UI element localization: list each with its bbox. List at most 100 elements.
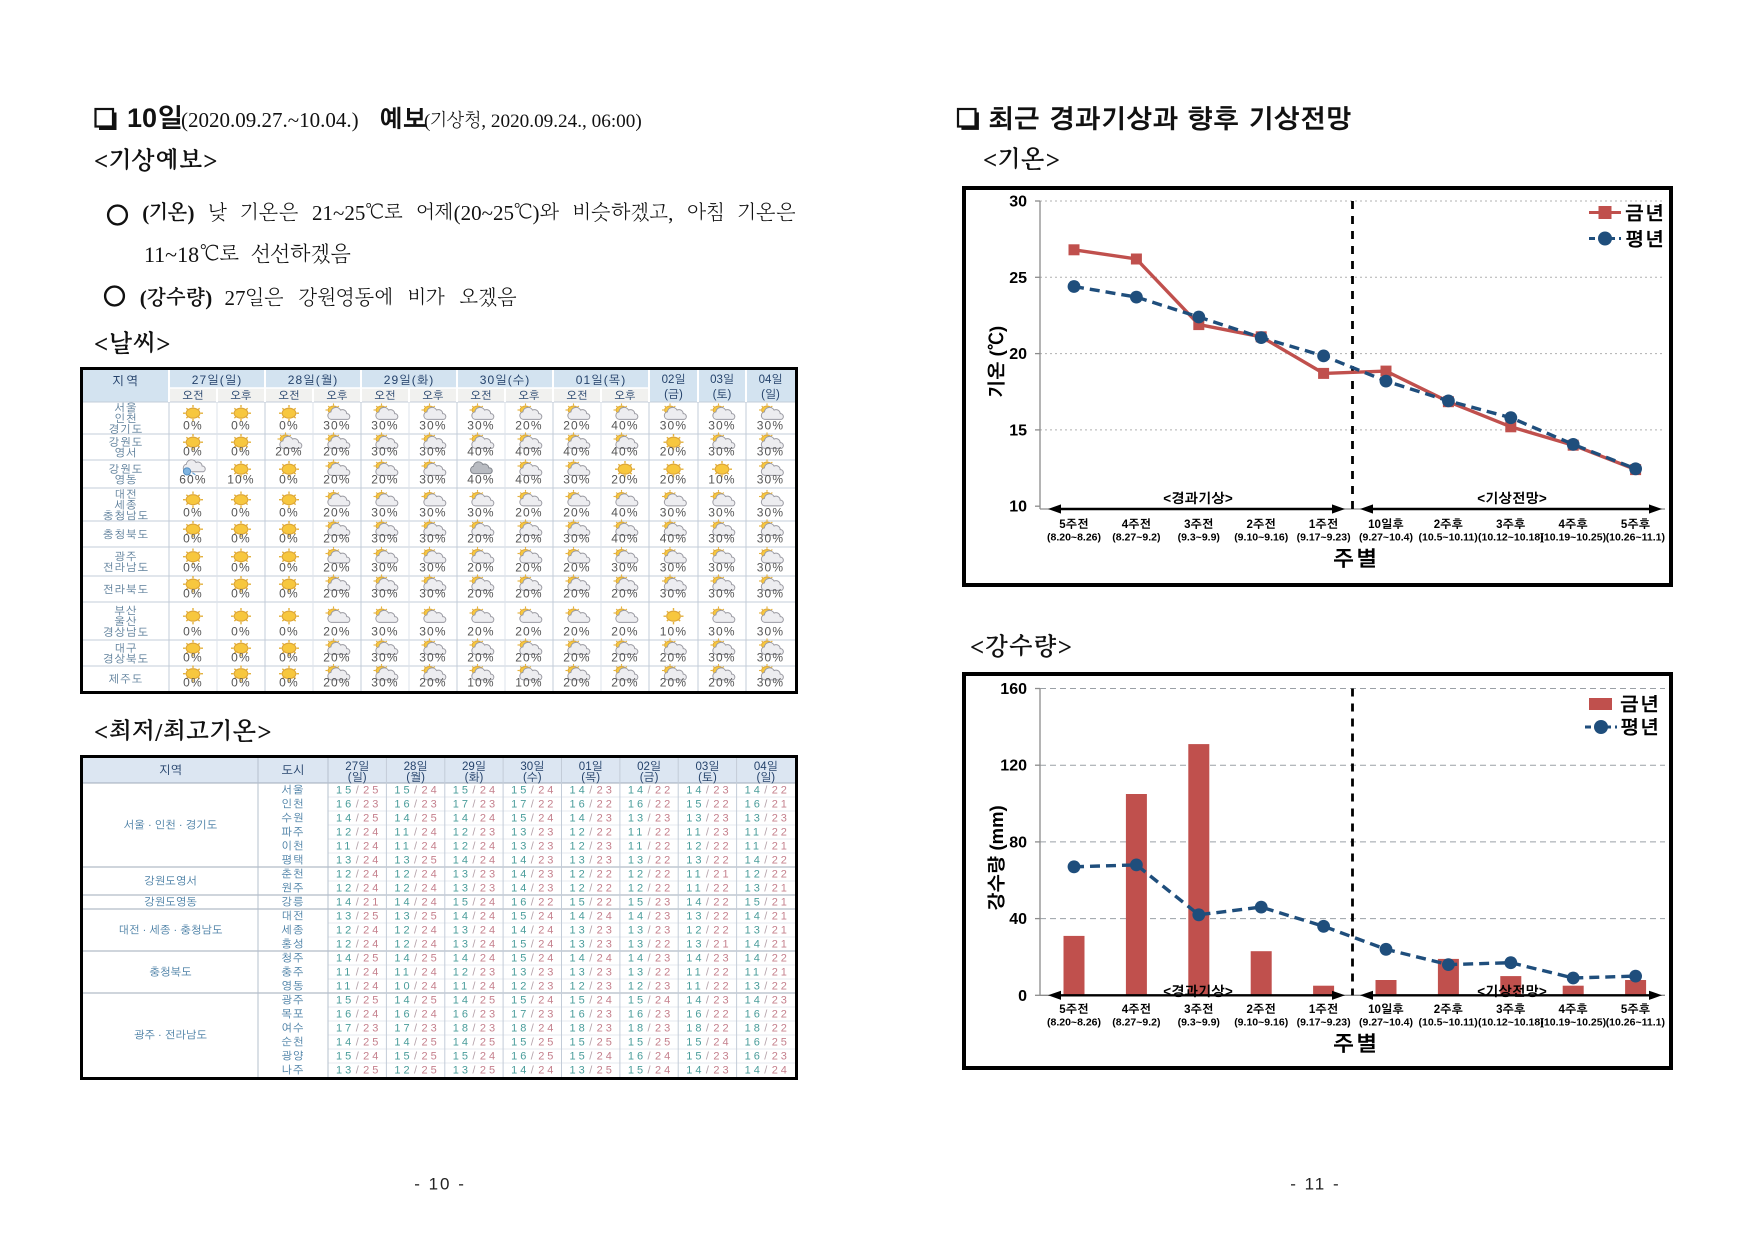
svg-text:14: 14 (570, 813, 588, 825)
svg-text:/: / (648, 827, 652, 839)
svg-text:- 10 -: - 10 - (414, 1175, 466, 1194)
svg-text:24: 24 (422, 939, 440, 951)
svg-text:20%: 20% (660, 473, 688, 487)
svg-text:24: 24 (480, 939, 498, 951)
svg-text:10%: 10% (467, 676, 495, 690)
svg-text:30%: 30% (757, 625, 785, 639)
svg-text:/: / (356, 841, 360, 853)
svg-text:(: ( (142, 201, 149, 225)
svg-text:/: / (531, 813, 535, 825)
svg-text:): ) (776, 389, 780, 401)
svg-text:14: 14 (394, 897, 412, 909)
svg-text:25: 25 (480, 1037, 498, 1049)
svg-text:24: 24 (422, 785, 440, 797)
svg-text:120: 120 (1000, 758, 1027, 775)
svg-text:24: 24 (480, 897, 498, 909)
svg-text:21: 21 (772, 799, 790, 811)
svg-text:22: 22 (772, 981, 790, 993)
svg-text:40%: 40% (611, 506, 639, 520)
svg-text:>: > (1539, 491, 1547, 506)
svg-text:22: 22 (655, 785, 673, 797)
svg-text:13: 13 (628, 813, 646, 825)
svg-text:/: / (414, 785, 418, 797)
svg-text:13: 13 (686, 855, 704, 867)
svg-text:/: / (589, 813, 593, 825)
svg-text:23: 23 (538, 883, 556, 895)
svg-text:11: 11 (394, 841, 411, 853)
svg-text:22: 22 (713, 1009, 731, 1021)
svg-text:/: / (531, 967, 535, 979)
svg-text:16: 16 (336, 1009, 354, 1021)
svg-text:21: 21 (363, 897, 381, 909)
svg-text:24: 24 (538, 953, 556, 965)
svg-text:20%: 20% (467, 625, 495, 639)
svg-text:30%: 30% (708, 625, 736, 639)
svg-text:13: 13 (570, 1065, 588, 1077)
svg-text:/: / (648, 1023, 652, 1035)
svg-text:(: ( (986, 349, 1007, 356)
svg-text:14: 14 (394, 995, 412, 1007)
svg-text:24: 24 (480, 925, 498, 937)
svg-text:30%: 30% (708, 532, 736, 546)
svg-text:12: 12 (394, 869, 412, 881)
svg-text:): ) (771, 772, 775, 784)
svg-text:30%: 30% (660, 419, 688, 433)
svg-text:14: 14 (686, 953, 704, 965)
svg-text:/: / (472, 897, 476, 909)
svg-text:30%: 30% (757, 506, 785, 520)
svg-text:15: 15 (511, 953, 529, 965)
svg-text:/: / (414, 995, 418, 1007)
svg-text:15: 15 (511, 939, 529, 951)
svg-text:30%: 30% (563, 473, 591, 487)
svg-text:25: 25 (363, 813, 381, 825)
svg-text:/: / (531, 869, 535, 881)
svg-text:25: 25 (1009, 270, 1027, 287)
svg-text:(: ( (604, 373, 609, 387)
svg-text:14: 14 (511, 869, 529, 881)
svg-text:14: 14 (745, 785, 763, 797)
svg-text:25: 25 (363, 1065, 381, 1077)
svg-text:30%: 30% (323, 419, 351, 433)
svg-text:/: / (589, 785, 593, 797)
svg-text:14: 14 (628, 953, 646, 965)
svg-text:30%: 30% (371, 506, 399, 520)
svg-text:23: 23 (713, 953, 731, 965)
svg-text:/: / (648, 1051, 652, 1063)
svg-text:(9.3~9.9): (9.3~9.9) (1178, 532, 1220, 544)
svg-text:30%: 30% (371, 561, 399, 575)
svg-text:30%: 30% (660, 506, 688, 520)
svg-text:24: 24 (480, 855, 498, 867)
svg-text:02: 02 (662, 374, 675, 386)
svg-text:14: 14 (453, 855, 471, 867)
svg-text:/: / (356, 1023, 360, 1035)
svg-text:20%: 20% (371, 473, 399, 487)
svg-text:0%: 0% (279, 532, 299, 546)
svg-text:/: / (706, 981, 710, 993)
svg-text:23: 23 (597, 855, 615, 867)
svg-text:/: / (589, 967, 593, 979)
svg-text:4: 4 (1122, 519, 1129, 531)
svg-text:/: / (356, 967, 360, 979)
svg-text:(: ( (698, 772, 702, 784)
svg-text:30%: 30% (419, 561, 447, 575)
svg-text:/: / (648, 841, 652, 853)
svg-text:/: / (531, 1051, 535, 1063)
svg-text:20%: 20% (611, 676, 639, 690)
svg-text:(2020.09.27.~10.04.): (2020.09.27.~10.04.) (181, 108, 359, 132)
svg-text:40%: 40% (515, 473, 543, 487)
svg-text:/: / (356, 911, 360, 923)
svg-text:15: 15 (628, 897, 646, 909)
svg-text:15: 15 (686, 799, 704, 811)
svg-text:30%: 30% (757, 445, 785, 459)
svg-text:30: 30 (520, 761, 533, 773)
svg-text:/: / (764, 1051, 768, 1063)
svg-text:/: / (648, 953, 652, 965)
svg-text:15: 15 (453, 785, 471, 797)
svg-text:10%: 10% (227, 473, 255, 487)
svg-text:/: / (706, 855, 710, 867)
svg-text:20%: 20% (323, 561, 351, 575)
svg-text:/: / (356, 883, 360, 895)
svg-text:22: 22 (597, 883, 615, 895)
svg-text:23: 23 (538, 855, 556, 867)
svg-text:20%: 20% (660, 445, 688, 459)
